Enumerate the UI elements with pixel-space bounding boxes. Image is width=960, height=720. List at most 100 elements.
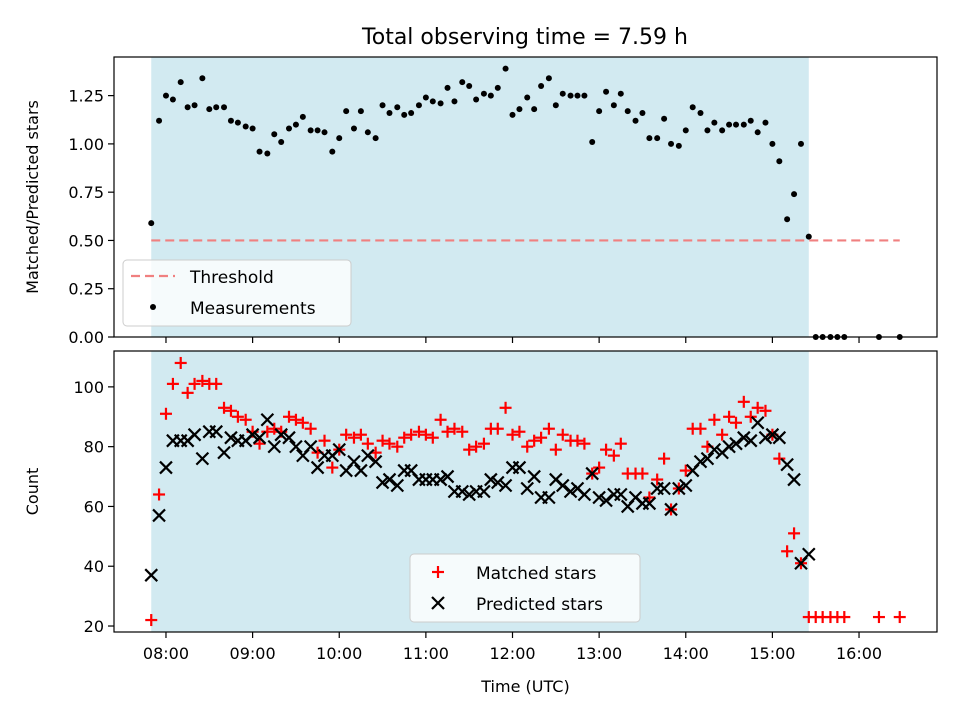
predicted-star-point [159, 460, 173, 475]
matched-star-point [708, 413, 721, 426]
measurement-point [624, 108, 631, 115]
matched-star-point [268, 422, 281, 435]
top-legend: Threshold Measurements [122, 259, 352, 327]
top-y-axis: 0.00 0.25 0.50 0.75 1.00 1.25 [68, 87, 114, 347]
predicted-star-point [664, 502, 678, 517]
matched-star-point [347, 431, 360, 444]
legend-x-marker [431, 596, 445, 610]
matched-star-point [434, 413, 447, 426]
y-tick-label: 100 [73, 378, 104, 397]
matched-star-point [153, 488, 166, 501]
measurement-point [784, 216, 791, 223]
x-tick-label: 13:00 [576, 644, 622, 663]
matched-star-point [391, 440, 404, 453]
measurement-point [459, 79, 466, 86]
measurement-point [191, 102, 198, 109]
measurement-point [797, 140, 804, 147]
predicted-star-point [577, 487, 592, 502]
measurement-point [169, 96, 176, 103]
x-tick-label: 12:00 [489, 644, 535, 663]
x-tick-label: 14:00 [663, 644, 709, 663]
predicted-star-point [743, 433, 758, 448]
predicted-star-point [542, 490, 556, 505]
measurement-point [502, 65, 509, 72]
predicted-star-point [614, 487, 628, 502]
measurement-point [343, 108, 350, 115]
matched-star-point [181, 386, 194, 399]
measurement-point [429, 98, 436, 105]
measurement-point [249, 125, 256, 132]
measurement-point [711, 119, 718, 126]
measurement-point [697, 110, 704, 116]
matched-star-point [231, 410, 244, 423]
top-x-axis [165, 337, 860, 343]
measurement-point [516, 106, 523, 113]
predicted-star-point [347, 454, 361, 469]
matched-star-point [607, 449, 620, 462]
y-tick-label: 60 [84, 497, 104, 516]
matched-star-point [658, 452, 671, 465]
x-tick-label: 08:00 [143, 644, 189, 663]
matched-star-point [174, 356, 187, 369]
measurement-point [394, 104, 401, 111]
legend-predicted-symbol [431, 596, 445, 610]
matched-star-point [521, 440, 534, 453]
bottom-axes-frame [113, 350, 938, 633]
measurement-point [357, 108, 364, 115]
matched-star-point [528, 434, 541, 447]
measurement-point [740, 121, 747, 128]
legend-predicted-label: Predicted stars [476, 595, 603, 615]
predicted-star-point [252, 430, 267, 445]
matched-star-point [376, 434, 389, 447]
predicted-star-point [599, 493, 613, 508]
predicted-star-point [310, 460, 325, 475]
top-axes-frame [113, 56, 938, 338]
y-tick-label: 0.00 [68, 328, 104, 347]
y-tick-label: 20 [84, 617, 104, 636]
measurement-point [386, 110, 393, 116]
measurement-point [199, 75, 206, 82]
y-tick-label: 80 [84, 438, 104, 457]
measurement-point [278, 138, 285, 145]
matched-star-point [456, 425, 469, 438]
measurement-point [617, 90, 624, 97]
matched-star-point [282, 410, 295, 423]
matched-star-point [651, 473, 664, 486]
measurement-point [451, 98, 458, 105]
x-axis-label: Time (UTC) [480, 677, 569, 696]
measurement-point [213, 104, 220, 111]
predicted-star-point [477, 484, 491, 499]
predicted-star-point [765, 427, 780, 442]
matched-star-point [296, 416, 309, 429]
matched-star-point [723, 410, 736, 423]
predicted-star-point [433, 472, 448, 487]
measurement-point [559, 90, 566, 97]
y-tick-label: 40 [84, 557, 104, 576]
predicted-star-point [274, 427, 288, 442]
measurement-point [314, 127, 321, 134]
measurement-point [675, 142, 682, 149]
measurements-series [148, 65, 903, 340]
measurement-point [567, 92, 574, 99]
measurement-point [408, 110, 415, 116]
bottom-x-axis: 08:00 09:00 10:00 11:00 12:00 13:00 14:00 15:00… [143, 632, 882, 663]
matched-star-point [549, 443, 562, 456]
matched-star-point [694, 422, 707, 435]
matched-star-point [218, 401, 231, 414]
matched-star-point [326, 461, 339, 474]
measurement-point [242, 123, 249, 130]
measurement-point [256, 148, 263, 155]
measurement-point [473, 96, 480, 103]
matched-star-point [318, 434, 331, 447]
x-tick-label: 11:00 [403, 644, 449, 663]
matched-star-point [737, 395, 750, 408]
measurement-point [350, 125, 357, 132]
measurement-point [654, 135, 661, 142]
predicted-star-point [217, 445, 231, 460]
matched-star-point [730, 416, 743, 429]
matched-star-point [773, 452, 786, 465]
predicted-star-point [498, 478, 513, 493]
measurement-point [769, 140, 776, 147]
matched-star-point [419, 428, 432, 441]
